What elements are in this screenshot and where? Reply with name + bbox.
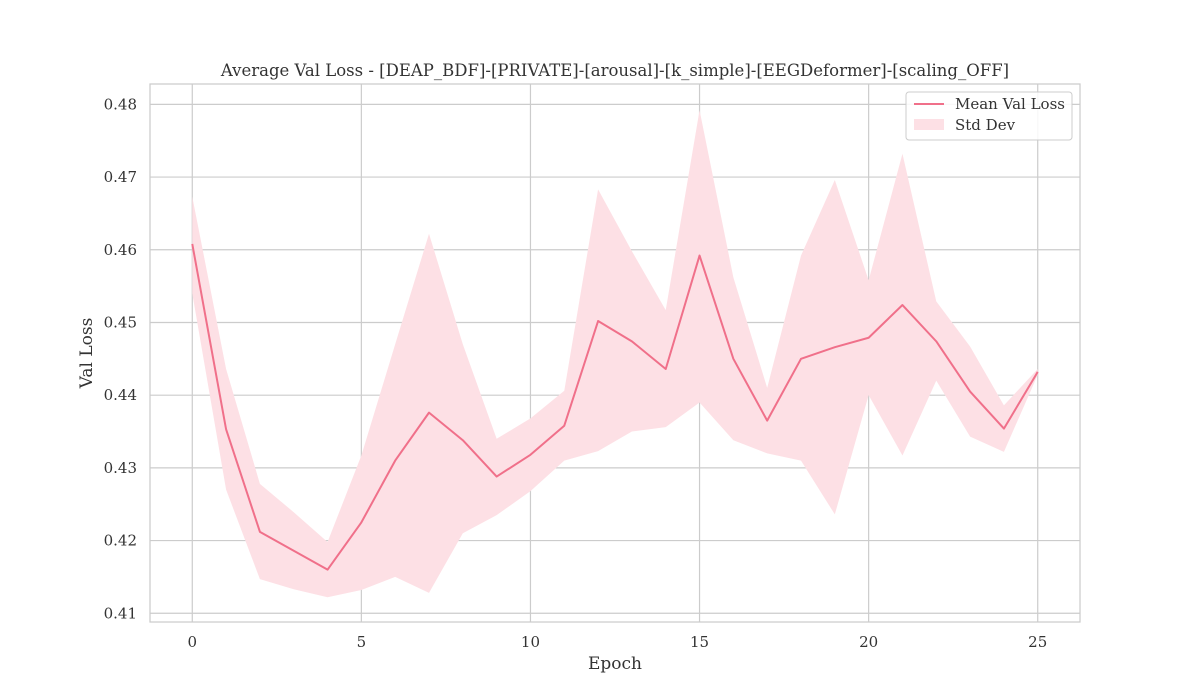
x-tick-label: 15 [690, 633, 709, 651]
std-dev-band [192, 110, 1038, 598]
legend-box [905, 91, 1073, 141]
y-tick-label: 0.46 [104, 241, 137, 259]
y-tick-label: 0.42 [104, 532, 137, 550]
band-layer [192, 110, 1038, 598]
y-tick-label: 0.45 [104, 313, 137, 331]
y-tick-label: 0.43 [104, 459, 137, 477]
x-tick-label: 5 [357, 633, 367, 651]
plot-frame [149, 83, 1081, 623]
x-tick-label: 10 [521, 633, 540, 651]
y-tick-label: 0.44 [104, 386, 137, 404]
y-tick-label: 0.48 [104, 95, 137, 113]
x-tick-label: 20 [859, 633, 878, 651]
legend-band-swatch [914, 119, 944, 130]
y-tick-label: 0.41 [104, 604, 137, 622]
y-tick-labels: 0.41 0.42 0.43 0.44 0.45 0.46 0.47 0.48 [104, 95, 137, 622]
y-tick-label: 0.47 [104, 168, 137, 186]
legend-label-std: Std Dev [955, 116, 1016, 134]
y-axis-label: Val Loss [77, 318, 97, 390]
legend-label-mean: Mean Val Loss [955, 95, 1065, 113]
line-layer [191, 243, 1039, 571]
x-tick-labels: 0 5 10 15 20 25 [187, 633, 1047, 651]
legend: Mean Val Loss Std Dev [905, 91, 1073, 141]
x-tick-label: 25 [1028, 633, 1047, 651]
x-axis-label: Epoch [588, 654, 642, 674]
x-tick-label: 0 [187, 633, 197, 651]
mean-val-loss-line [191, 243, 1039, 571]
chart-title: Average Val Loss - [DEAP_BDF]-[PRIVATE]-… [220, 61, 1009, 80]
